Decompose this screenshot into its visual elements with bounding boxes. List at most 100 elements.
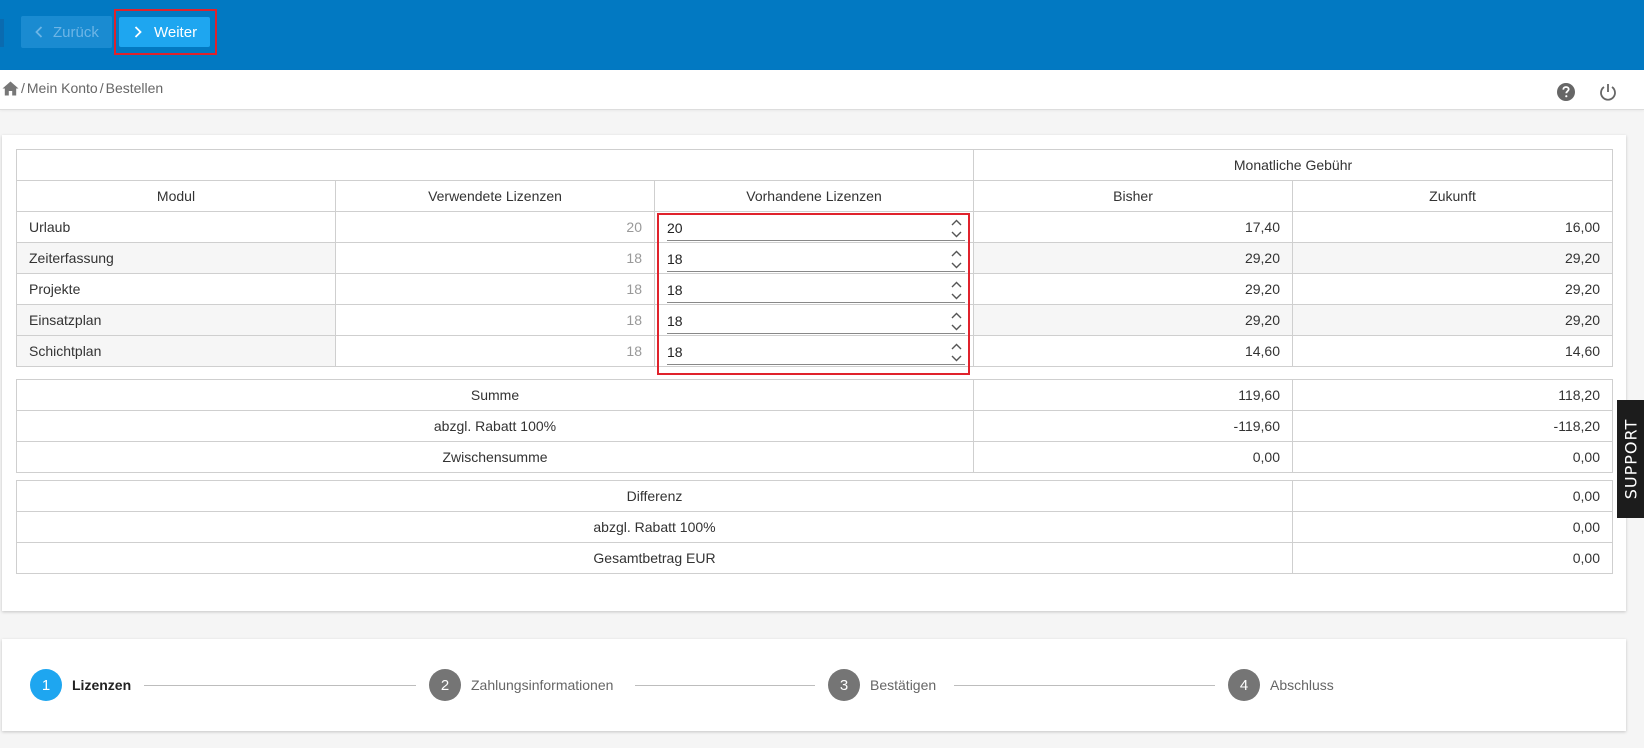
fee-future: 16,00 (1292, 211, 1614, 243)
totals-label: abzgl. Rabatt 100% (16, 410, 974, 442)
totals-table: Summe 119,60 118,20 abzgl. Rabatt 100% -… (16, 379, 1613, 473)
license-input[interactable]: 18 (653, 335, 975, 367)
step-connector (635, 685, 815, 686)
table-row: Urlaub 20 20 17,40 16,00 (16, 211, 1614, 243)
license-input-value[interactable]: 18 (667, 344, 683, 360)
step-abschluss: 4 Abschluss (1228, 669, 1334, 701)
spinner[interactable] (949, 219, 963, 238)
summary-row: Gesamtbetrag EUR 0,00 (16, 542, 1613, 574)
chevron-left-icon (35, 26, 43, 38)
step-lizenzen: 1 Lizenzen (30, 669, 131, 701)
license-input[interactable]: 18 (653, 242, 975, 274)
step-zahlungsinformationen: 2 Zahlungsinformationen (429, 669, 613, 701)
summary-value: 0,00 (1292, 542, 1613, 574)
spinner[interactable] (949, 343, 963, 362)
totals-before: 0,00 (973, 441, 1293, 473)
summary-table: Differenz 0,00 abzgl. Rabatt 100% 0,00 G… (16, 480, 1613, 574)
next-button[interactable]: Weiter (119, 17, 210, 47)
step-number: 4 (1228, 669, 1260, 701)
license-input[interactable]: 18 (653, 273, 975, 305)
totals-before: -119,60 (973, 410, 1293, 442)
chevron-up-icon[interactable] (951, 250, 962, 257)
totals-future: -118,20 (1292, 410, 1613, 442)
license-input-value[interactable]: 18 (667, 313, 683, 329)
back-button[interactable]: Zurück (21, 16, 112, 48)
help-icon[interactable] (1556, 82, 1576, 102)
chevron-right-icon (134, 26, 142, 38)
chevron-up-icon[interactable] (951, 312, 962, 319)
chevron-down-icon[interactable] (951, 355, 962, 362)
header-available-licenses: Vorhandene Lizenzen (653, 180, 975, 212)
back-button-label: Zurück (53, 23, 99, 41)
totals-row: Summe 119,60 118,20 (16, 379, 1613, 411)
fee-before: 29,20 (973, 273, 1294, 305)
license-input-value[interactable]: 18 (667, 282, 683, 298)
top-toolbar: Zurück Weiter (0, 0, 1644, 70)
step-label: Lizenzen (72, 677, 132, 693)
spinner[interactable] (949, 281, 963, 300)
chevron-down-icon[interactable] (951, 293, 962, 300)
summary-label: Gesamtbetrag EUR (16, 542, 1293, 574)
chevron-up-icon[interactable] (951, 281, 962, 288)
fee-before: 14,60 (973, 335, 1294, 367)
fee-future: 29,20 (1292, 304, 1614, 336)
chevron-up-icon[interactable] (951, 343, 962, 350)
summary-row: Differenz 0,00 (16, 480, 1613, 512)
used-licenses: 18 (335, 273, 655, 305)
summary-label: abzgl. Rabatt 100% (16, 511, 1293, 543)
used-licenses: 20 (335, 211, 655, 243)
license-input[interactable]: 20 (653, 211, 975, 243)
header-monthly-fee: Monatliche Gebühr (973, 149, 1614, 181)
totals-label: Summe (16, 379, 974, 411)
step-connector (954, 685, 1215, 686)
table-row: Zeiterfassung 18 18 29,20 29,20 (16, 242, 1614, 274)
fee-before: 29,20 (973, 304, 1294, 336)
step-number: 1 (30, 669, 62, 701)
step-label: Bestätigen (870, 677, 937, 693)
support-tab-label: SUPPORT (1621, 418, 1640, 500)
module-name: Urlaub (16, 211, 336, 243)
power-icon[interactable] (1598, 82, 1618, 102)
chevron-down-icon[interactable] (951, 262, 962, 269)
chevron-down-icon[interactable] (951, 324, 962, 331)
totals-label: Zwischensumme (16, 441, 974, 473)
license-table: Monatliche Gebühr Modul Verwendete Lizen… (15, 149, 1614, 367)
next-button-label: Weiter (154, 23, 198, 41)
spinner[interactable] (949, 250, 963, 269)
used-licenses: 18 (335, 304, 655, 336)
step-number: 2 (429, 669, 461, 701)
header-future: Zukunft (1292, 180, 1614, 212)
header-modul: Modul (16, 180, 336, 212)
summary-row: abzgl. Rabatt 100% 0,00 (16, 511, 1613, 543)
toolbar-edge (0, 19, 4, 47)
module-name: Projekte (16, 273, 336, 305)
module-name: Schichtplan (16, 335, 336, 367)
table-header-empty (15, 149, 975, 181)
home-icon[interactable] (2, 81, 19, 96)
breadcrumb-separator: / (21, 80, 25, 96)
license-input-value[interactable]: 20 (667, 220, 683, 236)
fee-future: 29,20 (1292, 242, 1614, 274)
breadcrumb-item-bestellen: Bestellen (105, 80, 164, 96)
fee-future: 29,20 (1292, 273, 1614, 305)
breadcrumb: / Mein Konto / Bestellen (2, 80, 163, 96)
license-input-value[interactable]: 18 (667, 251, 683, 267)
totals-future: 118,20 (1292, 379, 1613, 411)
fee-future: 14,60 (1292, 335, 1614, 367)
breadcrumb-item-mein-konto[interactable]: Mein Konto (26, 80, 98, 96)
totals-future: 0,00 (1292, 441, 1613, 473)
table-row: Einsatzplan 18 18 29,20 29,20 (16, 304, 1614, 336)
summary-value: 0,00 (1292, 480, 1613, 512)
license-input[interactable]: 18 (653, 304, 975, 336)
used-licenses: 18 (335, 242, 655, 274)
summary-value: 0,00 (1292, 511, 1613, 543)
support-tab[interactable]: SUPPORT (1617, 400, 1644, 518)
header-used-licenses: Verwendete Lizenzen (335, 180, 655, 212)
totals-row: abzgl. Rabatt 100% -119,60 -118,20 (16, 410, 1613, 442)
breadcrumb-separator: / (99, 80, 104, 96)
chevron-down-icon[interactable] (951, 231, 962, 238)
spinner[interactable] (949, 312, 963, 331)
chevron-up-icon[interactable] (951, 219, 962, 226)
step-number: 3 (828, 669, 860, 701)
step-label: Zahlungsinformationen (471, 677, 614, 693)
